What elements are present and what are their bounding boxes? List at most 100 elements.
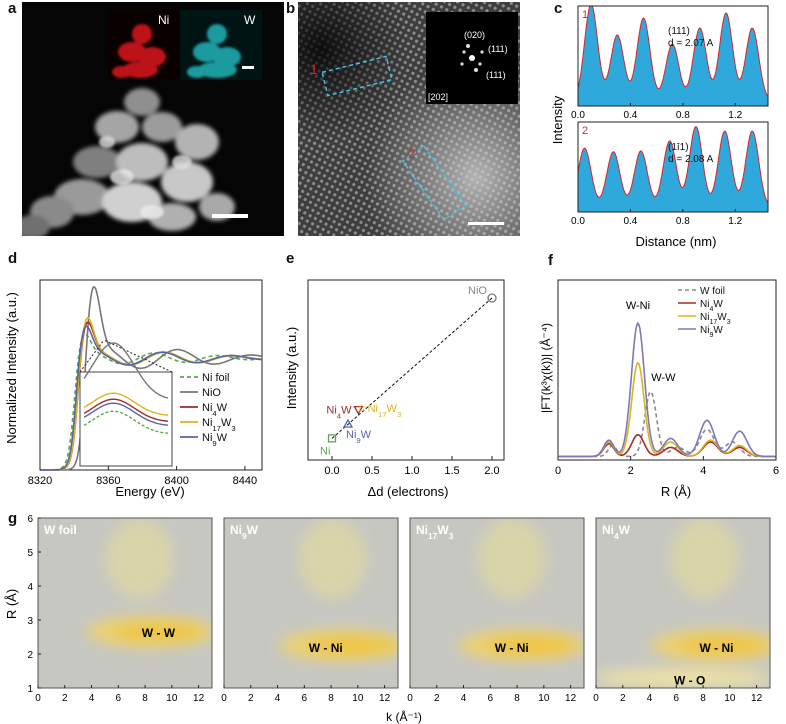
heatmap-blur-layer <box>458 518 584 662</box>
panel-label-e: e <box>286 250 295 267</box>
chart-g-xtick-label: 0 <box>221 693 227 704</box>
chart-e-xtick-label: 2.0 <box>484 465 499 477</box>
chart-d-xtick-label: 8320 <box>28 475 52 487</box>
chart-f-xtick-label: 4 <box>700 465 706 477</box>
chart-e-label-ni17w3: Ni17W3 <box>368 403 402 419</box>
chart-g-xtick-label: 2 <box>620 693 626 704</box>
chart-d-inset-line <box>83 402 169 426</box>
heatmap-label: W - Ni <box>309 641 343 655</box>
chart-e-point <box>353 405 364 415</box>
profile-1-label: 1 <box>582 9 588 21</box>
chart-g-xtick-label: 10 <box>724 693 736 704</box>
fft-label-zone-axis: [202] <box>428 92 448 102</box>
chart-c-xtick-label: 0.8 <box>676 110 690 121</box>
heatmap-intensity <box>86 518 212 648</box>
profile-2-d-spacing: d = 2.08 A <box>668 154 714 165</box>
chart-d-zoom-line <box>79 339 105 373</box>
heatmap-frame <box>223 517 399 689</box>
chart-c-xtick-label: 0.4 <box>623 216 637 227</box>
fft-inset <box>426 12 518 104</box>
chart-c-xtick-label: 1.2 <box>728 110 742 121</box>
chart-g-ytick-label: 4 <box>27 582 33 593</box>
chart-g-xtick-label: 6 <box>488 693 494 704</box>
chart-d-inset-line <box>83 410 169 434</box>
chart-f-annotation-w-ni: W-Ni <box>626 300 650 312</box>
chart-e-label-ni: Ni <box>320 445 330 457</box>
chart-g-xtick-label: 2 <box>434 693 440 704</box>
w-map-label: W <box>244 13 256 27</box>
chart-g-ytick-label: 6 <box>27 514 33 525</box>
panel-label-a: a <box>8 0 17 17</box>
chart-d-xlabel: Energy (eV) <box>115 484 184 499</box>
chart-g-xtick-label: 0 <box>35 693 41 704</box>
chart-e-label-ni4w: Ni4W <box>326 405 352 421</box>
chart-c-xtick-label: 1.2 <box>728 216 742 227</box>
panel-label-c: c <box>554 0 563 17</box>
heatmap-title: Ni4W <box>602 523 631 541</box>
chart-g-xtick-label: 4 <box>89 693 95 704</box>
chart-g-xtick-label: 4 <box>275 693 281 704</box>
hrtem-image-panel: 1 2 (020) (111) (111) [202] <box>298 2 520 236</box>
chart-g-xtick-label: 0 <box>407 693 413 704</box>
chart-d-legend-label: Ni foil <box>202 372 230 384</box>
chart-g-ytick-label: 3 <box>27 616 33 627</box>
heatmap-blur-layer <box>596 518 770 687</box>
chart-g-xtick-label: 4 <box>461 693 467 704</box>
chart-f-annotation-w-w: W-W <box>651 372 676 384</box>
chart-f-legend-label: Ni17W3 <box>700 312 731 326</box>
chart-f-legend-label: Ni9W <box>700 325 723 339</box>
chart-g-xtick-label: 6 <box>302 693 308 704</box>
profile-2-label: 2 <box>582 125 588 137</box>
chart-d-inset-line <box>83 392 169 416</box>
chart-g-ytick-label: 2 <box>27 650 33 661</box>
chart-g-ylabel: R (Å) <box>4 589 19 619</box>
chart-g-xtick-label: 12 <box>379 693 391 704</box>
scale-bar <box>212 214 248 218</box>
chart-g-ytick-label: 1 <box>27 684 33 695</box>
chart-f-xtick-label: 0 <box>555 465 561 477</box>
profile-2-line <box>577 125 769 204</box>
fft-label-111-b: (111) <box>486 70 506 80</box>
heatmap-lobe-w-o <box>596 668 770 687</box>
chart-f-frame <box>557 279 777 461</box>
chart-f-series-line <box>558 433 776 458</box>
chart-d-xtick-label: 8360 <box>96 475 120 487</box>
chart-d-series-line <box>40 325 263 471</box>
chart-e-point <box>327 434 337 443</box>
heatmap-label: W - Ni <box>699 641 733 655</box>
heatmap-title: Ni17W3 <box>416 523 454 541</box>
profile-1-d-spacing: d = 2.07 A <box>668 38 714 49</box>
chart-e-label-nio: NiO <box>468 285 487 297</box>
profile-1-frame <box>577 5 769 107</box>
chart-e-xtick-label: 1.5 <box>444 465 459 477</box>
chart-g-xtick-label: 2 <box>62 693 68 704</box>
fft-label-111-a: (111) <box>488 44 508 54</box>
chart-d-series-line <box>40 285 263 471</box>
chart-g-xtick-label: 8 <box>514 693 520 704</box>
chart-d-inset-line <box>83 398 169 422</box>
chart-f-xlabel: R (Å) <box>661 484 691 499</box>
heatmap-blur-layer <box>86 518 212 648</box>
chart-g-xtick-label: 4 <box>647 693 653 704</box>
chart-f-xtick-label: 2 <box>628 465 634 477</box>
chart-c-xlabel: Distance (nm) <box>636 234 717 249</box>
stem-image-panel: Ni W <box>22 2 284 236</box>
heatmap-halo <box>298 518 367 599</box>
heatmap-halo <box>670 518 739 599</box>
chart-g-xtick-label: 0 <box>593 693 599 704</box>
chart-e-point: ☆ <box>356 401 367 415</box>
chart-g-xtick-label: 10 <box>166 693 178 704</box>
chart-d-legend-label: NiO <box>202 387 221 399</box>
heatmap-blur-layer <box>279 518 398 662</box>
region-2-box <box>401 145 467 221</box>
chart-d-frame <box>39 279 263 471</box>
chart-f-legend-label: Ni4W <box>700 299 723 313</box>
chart-e-trend-line <box>331 297 493 439</box>
chart-g-xtick-label: 6 <box>116 693 122 704</box>
heatmap-core <box>484 636 577 655</box>
chart-d-xanes: Normalized Intensity (a.u.) Energy (eV) … <box>4 279 263 499</box>
chart-g-xtick-label: 10 <box>538 693 550 704</box>
chart-g-xtick-label: 12 <box>751 693 763 704</box>
chart-f-series-line <box>558 321 776 458</box>
heatmap-halo <box>477 518 546 599</box>
